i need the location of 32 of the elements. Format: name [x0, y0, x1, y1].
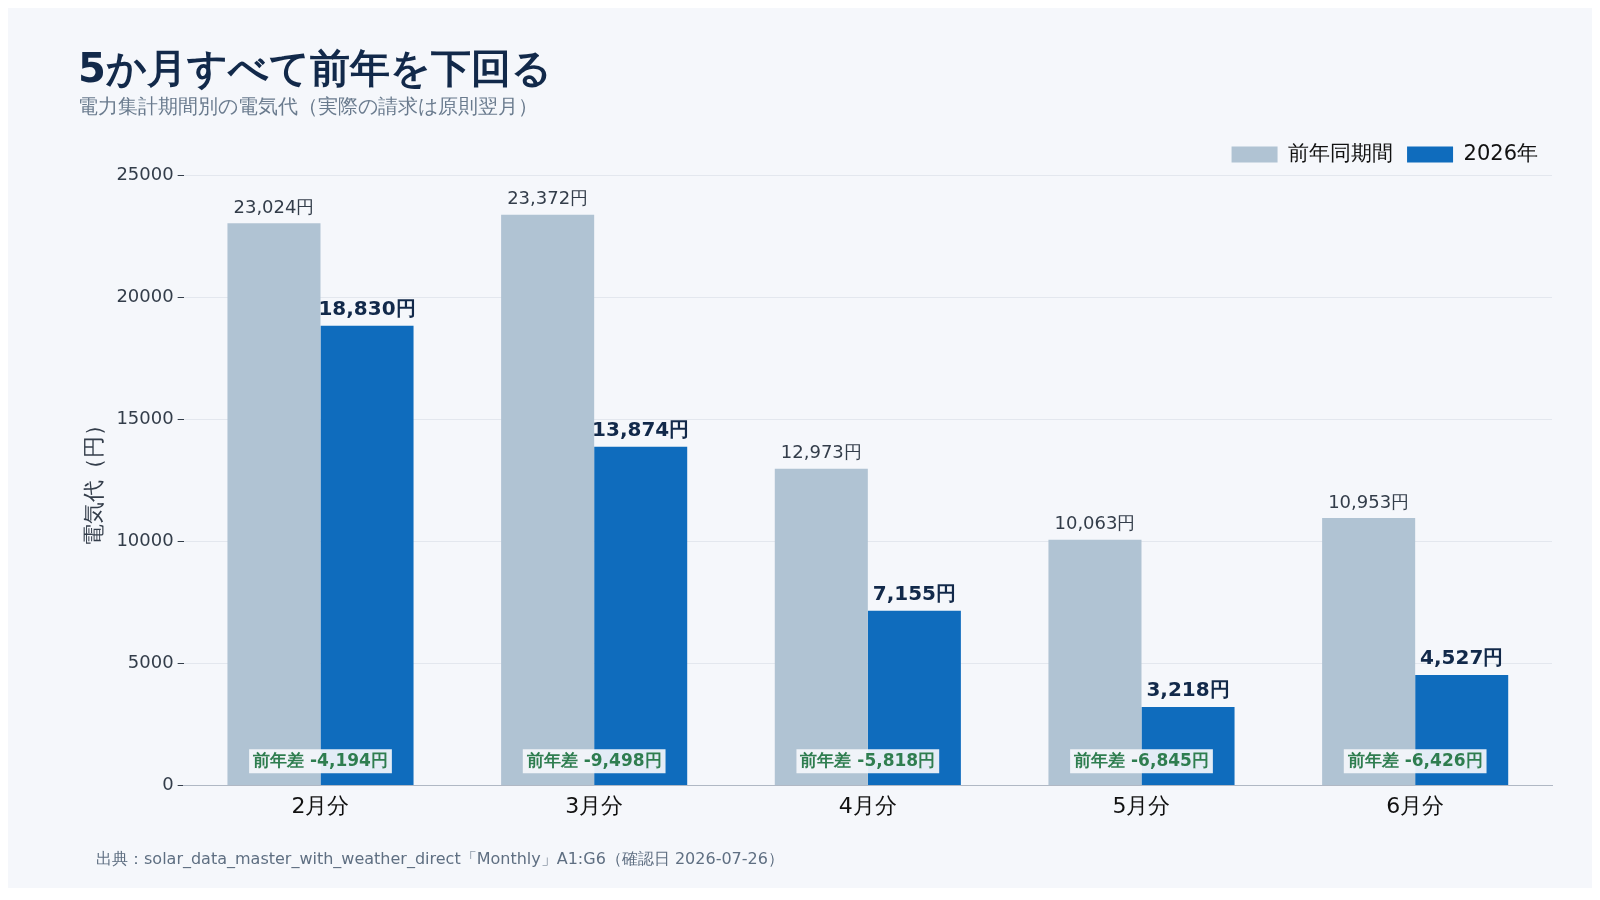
- annotation: 前年差 -9,498円: [525, 749, 662, 770]
- data-label: 13,874円: [592, 416, 690, 441]
- x-tick-label: 4月分: [838, 792, 897, 818]
- data-label: 23,024円: [233, 195, 315, 217]
- y-tick-label: 0: [162, 773, 174, 795]
- data-label: 4,527円: [1420, 645, 1504, 670]
- data-label: 3,218円: [1146, 677, 1230, 702]
- x-tick-label: 3月分: [565, 792, 624, 818]
- data-label: 10,063円: [1054, 512, 1136, 534]
- y-tick-label: 15000: [116, 406, 174, 428]
- y-tick-label: 5000: [127, 651, 174, 673]
- y-tick-label: 25000: [116, 162, 174, 184]
- source-note: 出典：solar_data_master_with_weather_direct「Monthly」A1:G6（確認日 2026-07-26）: [96, 849, 784, 870]
- x-tick-label: 5月分: [1112, 792, 1171, 818]
- data-label: 7,155円: [872, 581, 956, 606]
- y-tick-label: 10000: [116, 529, 174, 551]
- x-tick-label: 6月分: [1386, 792, 1445, 818]
- data-label: 10,953円: [1328, 490, 1410, 512]
- annotation: 前年差 -6,426円: [1346, 749, 1483, 770]
- legend-label: 2026年: [1463, 140, 1539, 165]
- y-tick-label: 20000: [116, 284, 174, 306]
- x-tick-label: 2月分: [291, 792, 350, 818]
- annotation: 前年差 -4,194円: [252, 749, 388, 770]
- y-axis-title: 電気代（円）: [80, 414, 106, 547]
- annotation: 前年差 -6,845円: [1073, 749, 1209, 770]
- chart-subtitle: 電力集計期間別の電気代（実際の請求は原則翌月）: [78, 94, 538, 119]
- data-label: 23,372円: [507, 187, 589, 209]
- legend-label: 前年同期間: [1288, 140, 1394, 165]
- data-label: 18,830円: [318, 295, 416, 320]
- data-label: 12,973円: [780, 441, 862, 463]
- chart-title: 5か月すべて前年を下回る: [78, 45, 552, 92]
- annotation: 前年差 -5,818円: [799, 749, 936, 770]
